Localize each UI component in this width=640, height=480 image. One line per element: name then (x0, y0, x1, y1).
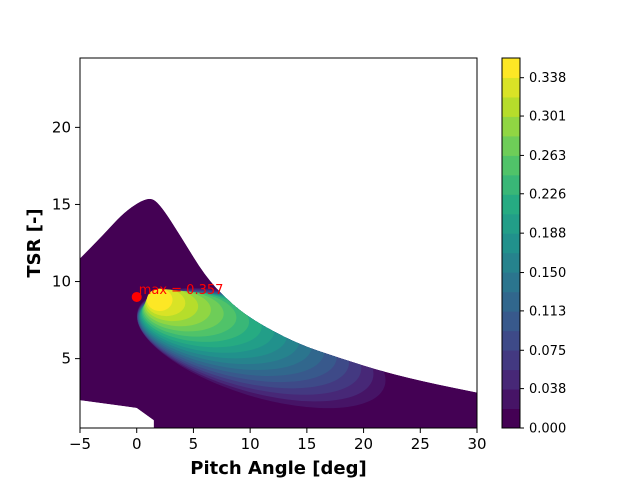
colorbar-segment (502, 311, 520, 332)
colorbar-segment (502, 272, 520, 293)
colorbar-segment (502, 291, 520, 312)
max-label: max = 0.357 (139, 283, 224, 298)
x-tick-label: 15 (297, 435, 316, 453)
colorbar-tick-label: 0.000 (529, 422, 566, 437)
colorbar-segment (502, 389, 520, 410)
colorbar-segment (502, 135, 520, 156)
x-tick-label: 30 (467, 435, 486, 453)
colorbar-segment (502, 58, 520, 78)
max-marker (131, 291, 142, 302)
x-tick-label: −5 (69, 435, 91, 453)
x-tick-label: 20 (354, 435, 373, 453)
x-axis-label: Pitch Angle [deg] (190, 458, 366, 479)
plot-area (80, 58, 477, 428)
colorbar-segment (502, 408, 520, 429)
x-tick-label: 5 (189, 435, 199, 453)
colorbar-tick-label: 0.301 (529, 110, 566, 125)
colorbar-segment (502, 116, 520, 137)
x-axis: −5 0 5 10 15 20 25 30 (69, 428, 487, 453)
colorbar-segment (502, 233, 520, 254)
colorbar-segment (502, 155, 520, 176)
colorbar-tick-label: 0.075 (529, 344, 566, 359)
y-axis-label: TSR [-] (24, 208, 45, 277)
colorbar-segment (502, 369, 520, 390)
y-tick-label: 15 (52, 195, 71, 213)
colorbar-tick-label: 0.338 (529, 71, 566, 86)
colorbar-segment (502, 96, 520, 117)
colorbar-segment (502, 194, 520, 215)
y-tick-label: 5 (61, 350, 71, 368)
x-tick-label: 10 (241, 435, 260, 453)
colorbar-segment (502, 213, 520, 234)
y-tick-label: 20 (52, 118, 71, 136)
x-tick-label: 25 (411, 435, 430, 453)
colorbar-tick-label: 0.150 (529, 266, 566, 281)
plot-frame (79, 57, 478, 429)
colorbar-tick-label: 0.263 (529, 149, 566, 164)
contour-band (146, 288, 173, 312)
colorbar-segment (502, 174, 520, 195)
colorbar-tick-label: 0.188 (529, 227, 566, 242)
colorbar: 0.000 0.038 0.075 0.113 0.150 0.188 0.226 0.263… (501, 57, 566, 437)
colorbar-frame (501, 57, 521, 429)
colorbar-tick-label: 0.113 (529, 304, 566, 319)
colorbar-tick-label: 0.038 (529, 382, 566, 397)
y-axis: 5 10 15 20 (52, 118, 80, 368)
x-tick-label: 0 (132, 435, 142, 453)
colorbar-segment (502, 350, 520, 371)
colorbar-segment (502, 330, 520, 351)
colorbar-segment (502, 77, 520, 98)
y-tick-label: 10 (52, 273, 71, 291)
colorbar-segment (502, 252, 520, 273)
colorbar-tick-label: 0.226 (529, 187, 566, 202)
